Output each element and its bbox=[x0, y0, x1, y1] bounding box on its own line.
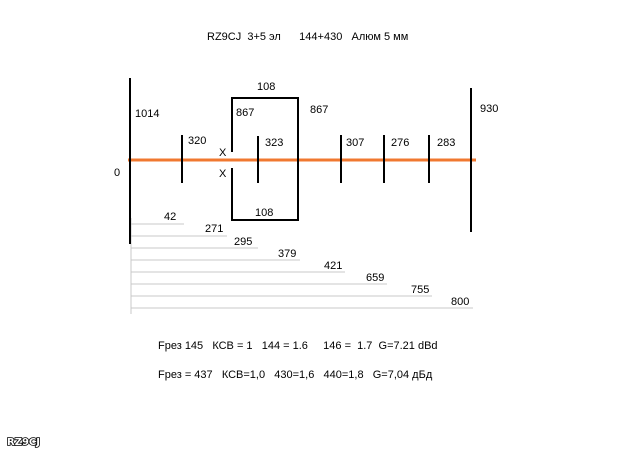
loop-right-label: 867 bbox=[310, 104, 328, 116]
loop-left-label: 867 bbox=[236, 107, 254, 119]
feed-mark-top: X bbox=[219, 147, 227, 159]
callsign-badge-text: RZ9CJ bbox=[7, 437, 40, 448]
element-label-1014: 1014 bbox=[135, 108, 159, 120]
loop-top-label: 108 bbox=[257, 81, 275, 93]
spacing-label-421: 421 bbox=[324, 260, 342, 272]
spec-line-430: Fрез = 437 КСВ=1,0 430=1,6 440=1,8 G=7,0… bbox=[158, 369, 433, 381]
diagram-title: RZ9CJ 3+5 эл 144+430 Алюм 5 мм bbox=[207, 31, 408, 43]
element-label-323: 323 bbox=[265, 137, 283, 149]
spacing-label-755: 755 bbox=[411, 284, 429, 296]
loop-element bbox=[231, 97, 299, 221]
spacing-label-42: 42 bbox=[164, 211, 176, 223]
element-label-283: 283 bbox=[437, 137, 455, 149]
element-label-930: 930 bbox=[480, 103, 498, 115]
element-label-276: 276 bbox=[391, 137, 409, 149]
spacing-label-800: 800 bbox=[451, 296, 469, 308]
element-label-320: 320 bbox=[188, 135, 206, 147]
feed-mark-bottom: X bbox=[219, 168, 227, 180]
spacing-label-659: 659 bbox=[366, 272, 384, 284]
spec-line-144: Fрез 145 КСВ = 1 144 = 1.6 146 = 1.7 G=7… bbox=[158, 340, 438, 352]
spacing-label-271: 271 bbox=[205, 223, 223, 235]
callsign-badge: RZ9CJ bbox=[6, 436, 41, 449]
boom-origin-label: 0 bbox=[114, 167, 120, 179]
element-label-307: 307 bbox=[346, 137, 364, 149]
spacing-lines bbox=[130, 218, 473, 314]
spacing-label-295: 295 bbox=[234, 236, 252, 248]
spacing-label-379: 379 bbox=[278, 248, 296, 260]
loop-bottom-label: 108 bbox=[255, 207, 273, 219]
elements bbox=[129, 78, 472, 244]
loop-outline bbox=[231, 97, 299, 221]
